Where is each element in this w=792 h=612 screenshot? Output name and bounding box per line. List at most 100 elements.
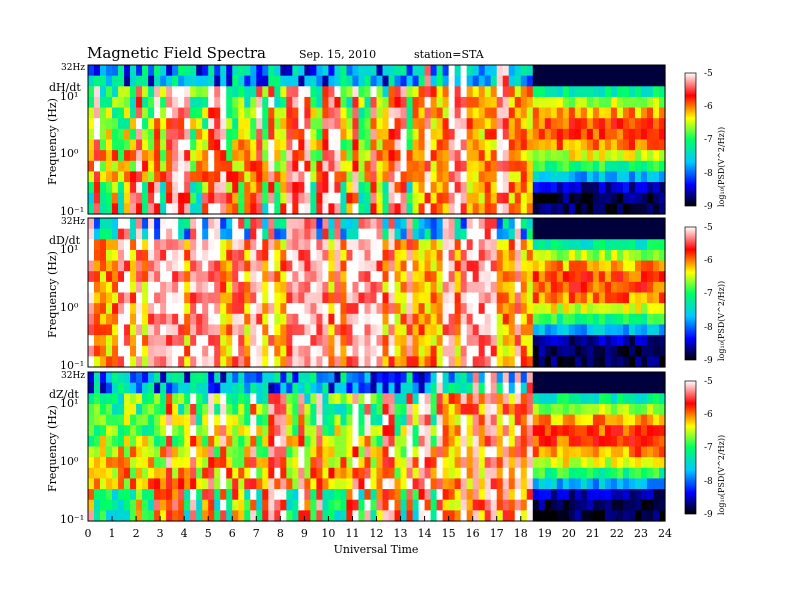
spectrogram-cell xyxy=(268,303,275,315)
spectrogram-cell xyxy=(376,435,384,448)
spectrogram-cell xyxy=(88,192,95,204)
spectrogram-cell xyxy=(130,510,137,522)
spectrogram-cell xyxy=(178,403,185,416)
spectrogram-cell xyxy=(166,303,173,315)
spectrogram-cell xyxy=(262,489,269,501)
spectrogram-cell xyxy=(382,313,390,326)
spectrogram-column xyxy=(262,65,269,215)
spectrogram-cell xyxy=(196,192,203,204)
spectrogram-cell xyxy=(610,160,618,173)
spectrogram-cell xyxy=(466,414,474,426)
spectrogram-column xyxy=(322,372,330,522)
spectrogram-cell xyxy=(214,218,221,230)
spectrogram-cell xyxy=(502,403,510,416)
spectrogram-cell xyxy=(310,435,317,448)
spectrogram-cell xyxy=(256,356,263,368)
spectrogram-cell xyxy=(298,372,305,384)
spectrogram-column xyxy=(454,372,462,522)
spectrogram-cell xyxy=(310,356,317,368)
spectrogram-column xyxy=(226,218,233,368)
spectrogram-cell xyxy=(274,281,281,294)
spectrogram-cell xyxy=(406,446,414,458)
spectrogram-cell xyxy=(340,271,348,283)
spectrogram-cell xyxy=(214,182,221,194)
spectrogram-column xyxy=(346,218,354,368)
spectrogram-cell xyxy=(364,499,372,511)
spectrogram-cell xyxy=(136,393,143,405)
spectrogram-cell xyxy=(460,96,468,109)
spectrogram-cell xyxy=(388,192,396,204)
spectrogram-cell xyxy=(106,260,113,272)
spectrogram-cell xyxy=(280,403,287,416)
spectrogram-cell xyxy=(598,239,606,251)
spectrogram-cell xyxy=(502,75,510,87)
spectrogram-cell xyxy=(412,203,420,215)
spectrogram-cell xyxy=(556,489,564,501)
spectrogram-cell xyxy=(616,489,624,501)
spectrogram-cell xyxy=(340,86,348,98)
spectrogram-cell xyxy=(196,182,203,194)
spectrogram-cell xyxy=(190,192,197,204)
spectrogram-cell xyxy=(274,478,281,490)
spectrogram-cell xyxy=(292,249,299,262)
spectrogram-cell xyxy=(292,281,299,294)
spectrogram-cell xyxy=(634,150,642,162)
spectrogram-cell xyxy=(244,510,251,522)
spectrogram-cell xyxy=(328,510,336,522)
spectrogram-cell xyxy=(604,356,612,368)
spectrogram-column xyxy=(328,65,336,215)
spectrogram-cell xyxy=(142,249,149,262)
spectrogram-cell xyxy=(106,171,113,183)
spectrogram-cell xyxy=(112,303,119,315)
spectrogram-cell xyxy=(154,457,161,469)
spectrogram-cell xyxy=(226,303,233,315)
spectrogram-cell xyxy=(556,171,564,183)
spectrogram-cell xyxy=(574,356,582,368)
spectrogram-cell xyxy=(454,182,462,194)
spectrogram-cell xyxy=(622,435,630,448)
spectrogram-cell xyxy=(592,313,600,326)
spectrogram-cell xyxy=(106,313,113,326)
spectrogram-cell xyxy=(592,414,600,426)
spectrogram-cell xyxy=(94,356,101,368)
spectrogram-cell xyxy=(460,372,468,384)
spectrogram-cell xyxy=(184,324,191,336)
spectrogram-cell xyxy=(148,393,155,405)
spectrogram-cell xyxy=(652,335,660,347)
spectrogram-cell xyxy=(226,281,233,294)
spectrogram-column xyxy=(472,65,480,215)
spectrogram-cell xyxy=(526,393,534,405)
spectrogram-cell xyxy=(616,393,624,405)
spectrogram-cell xyxy=(142,425,149,437)
spectrogram-cell xyxy=(214,107,221,119)
spectrogram-cell xyxy=(640,457,648,469)
spectrogram-cell xyxy=(478,160,486,173)
spectrogram-cell xyxy=(226,160,233,173)
y-top-label: 32Hz xyxy=(61,63,85,73)
spectrogram-cell xyxy=(190,118,197,130)
spectrogram-cell xyxy=(346,324,354,336)
spectrogram-cell xyxy=(394,372,402,384)
spectrogram-cell xyxy=(622,192,630,204)
spectrogram-cell xyxy=(616,260,624,272)
spectrogram-cell xyxy=(520,65,528,77)
spectrogram-cell xyxy=(238,467,245,480)
spectrogram-cell xyxy=(406,260,414,272)
spectrogram-cell xyxy=(262,435,269,448)
spectrogram-cell xyxy=(358,239,366,251)
spectrogram-cell xyxy=(472,324,480,336)
spectrogram-cell xyxy=(478,182,486,194)
spectrogram-column xyxy=(208,372,215,522)
spectrogram-cell xyxy=(172,446,179,458)
spectrogram-cell xyxy=(118,118,125,130)
spectrogram-cell xyxy=(316,228,324,240)
spectrogram-cell xyxy=(616,303,624,315)
spectrogram-cell xyxy=(556,118,564,130)
spectrogram-cell xyxy=(106,324,113,336)
spectrogram-cell xyxy=(256,345,263,357)
spectrogram-cell xyxy=(616,335,624,347)
spectrogram-cell xyxy=(376,271,384,283)
spectrogram-cell xyxy=(586,372,594,384)
spectrogram-cell xyxy=(628,435,636,448)
spectrogram-cell xyxy=(250,271,257,283)
